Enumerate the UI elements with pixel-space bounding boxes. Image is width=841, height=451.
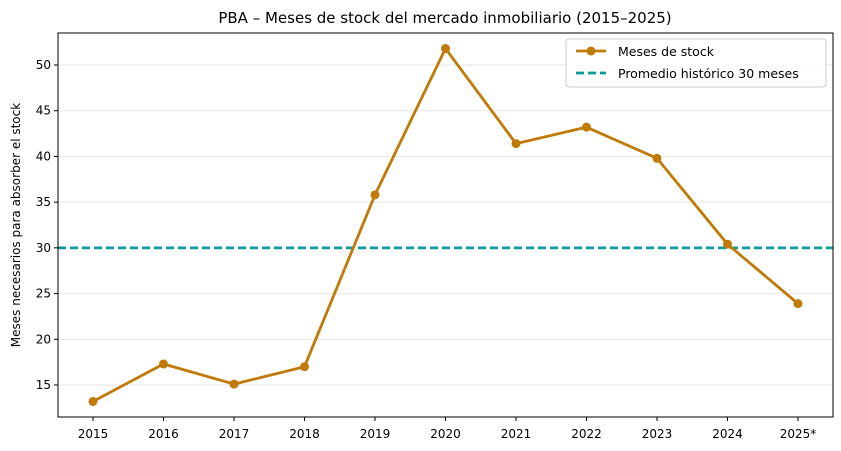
data-point-2021 <box>511 139 521 149</box>
legend-label-series: Meses de stock <box>618 44 715 59</box>
data-point-2018 <box>300 362 309 372</box>
gridlines <box>58 64 833 386</box>
x-tick-label-2018: 2018 <box>289 427 320 441</box>
x-tick-label-2024: 2024 <box>712 427 743 441</box>
y-tick-label-50: 50 <box>36 58 51 72</box>
data-point-2017 <box>229 379 239 389</box>
x-tick-label-2022: 2022 <box>571 427 602 441</box>
series-layer <box>88 44 803 406</box>
y-axis: 15 20 25 30 35 40 45 50 <box>36 58 58 392</box>
data-point-2016 <box>159 359 168 369</box>
data-point-2020 <box>441 44 450 54</box>
x-axis: 2015 2016 2017 2018 2019 2020 2021 2022 2023 2024… <box>78 417 817 441</box>
y-tick-label-20: 20 <box>36 332 51 346</box>
x-tick-label-2020: 2020 <box>430 427 461 441</box>
y-tick-label-30: 30 <box>36 241 51 255</box>
data-point-2024 <box>723 239 732 249</box>
y-axis-label: Meses necesarios para absorber el stock <box>9 103 23 347</box>
y-tick-label-35: 35 <box>36 195 51 209</box>
x-tick-label-2023: 2023 <box>642 427 673 441</box>
x-tick-label-2021: 2021 <box>501 427 532 441</box>
x-tick-label-2025*: 2025* <box>780 427 817 441</box>
data-point-2019 <box>370 190 380 200</box>
legend-label-reference: Promedio histórico 30 meses <box>618 66 799 81</box>
legend-marker-series <box>586 46 596 56</box>
x-tick-label-2017: 2017 <box>219 427 250 441</box>
data-point-2015 <box>88 396 98 406</box>
y-tick-label-15: 15 <box>36 378 51 392</box>
x-tick-label-2015: 2015 <box>78 427 109 441</box>
y-tick-label-45: 45 <box>36 104 51 118</box>
data-point-2023 <box>652 153 662 163</box>
y-tick-label-40: 40 <box>36 149 51 163</box>
y-tick-label-25: 25 <box>36 287 51 301</box>
data-point-2025* <box>793 299 803 309</box>
chart-title: PBA – Meses de stock del mercado inmobil… <box>218 9 671 27</box>
legend: Meses de stock Promedio histórico 30 mes… <box>565 38 827 88</box>
legend-box <box>565 38 827 88</box>
x-tick-label-2016: 2016 <box>148 427 179 441</box>
data-point-2022 <box>582 122 591 132</box>
x-tick-label-2019: 2019 <box>360 427 391 441</box>
